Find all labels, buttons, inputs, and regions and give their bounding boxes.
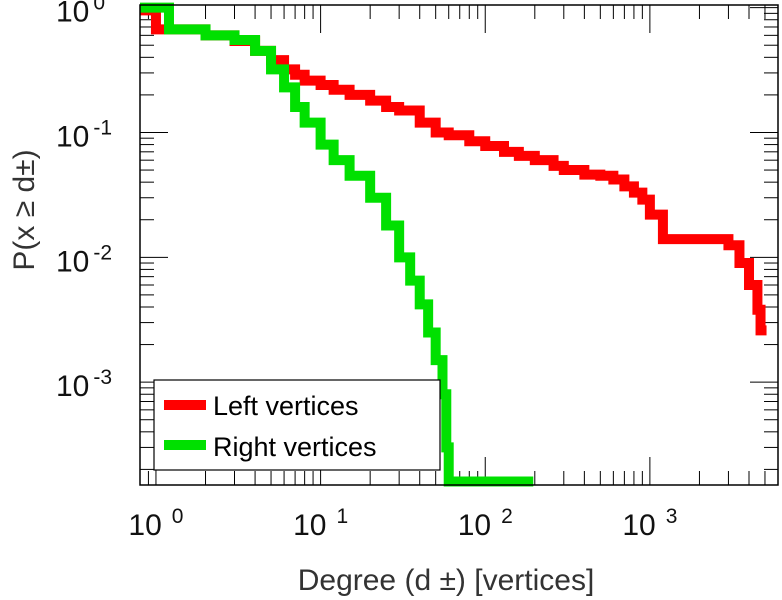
legend-box bbox=[153, 379, 441, 471]
x-tick-label: 10 0 bbox=[128, 505, 183, 542]
x-tick-label: 10 2 bbox=[458, 505, 513, 542]
x-tick-label: 10 1 bbox=[293, 505, 348, 542]
y-tick-label: 10 -1 bbox=[56, 116, 112, 153]
x-tick-label: 10 3 bbox=[622, 505, 677, 542]
plot-frame bbox=[139, 4, 779, 486]
x-tick-labels: 10 0 10 1 10 2 10 3 bbox=[128, 505, 677, 542]
x-axis-label: Degree (d ±) [vertices] bbox=[298, 564, 595, 597]
series-right-vertices bbox=[140, 2, 534, 487]
y-axis-label: P(x ≥ d±) bbox=[8, 149, 41, 270]
series-left-vertices bbox=[140, 5, 767, 336]
legend: Left vertices Right vertices bbox=[153, 379, 441, 471]
y-tick-label: 10 -3 bbox=[56, 366, 112, 403]
y-tick-label: 10 0 bbox=[56, 0, 105, 29]
series-layer bbox=[140, 2, 767, 487]
y-tick-label: 10 -2 bbox=[56, 241, 112, 278]
legend-entry-right: Right vertices bbox=[213, 432, 377, 462]
legend-entry-left: Left vertices bbox=[213, 391, 359, 421]
